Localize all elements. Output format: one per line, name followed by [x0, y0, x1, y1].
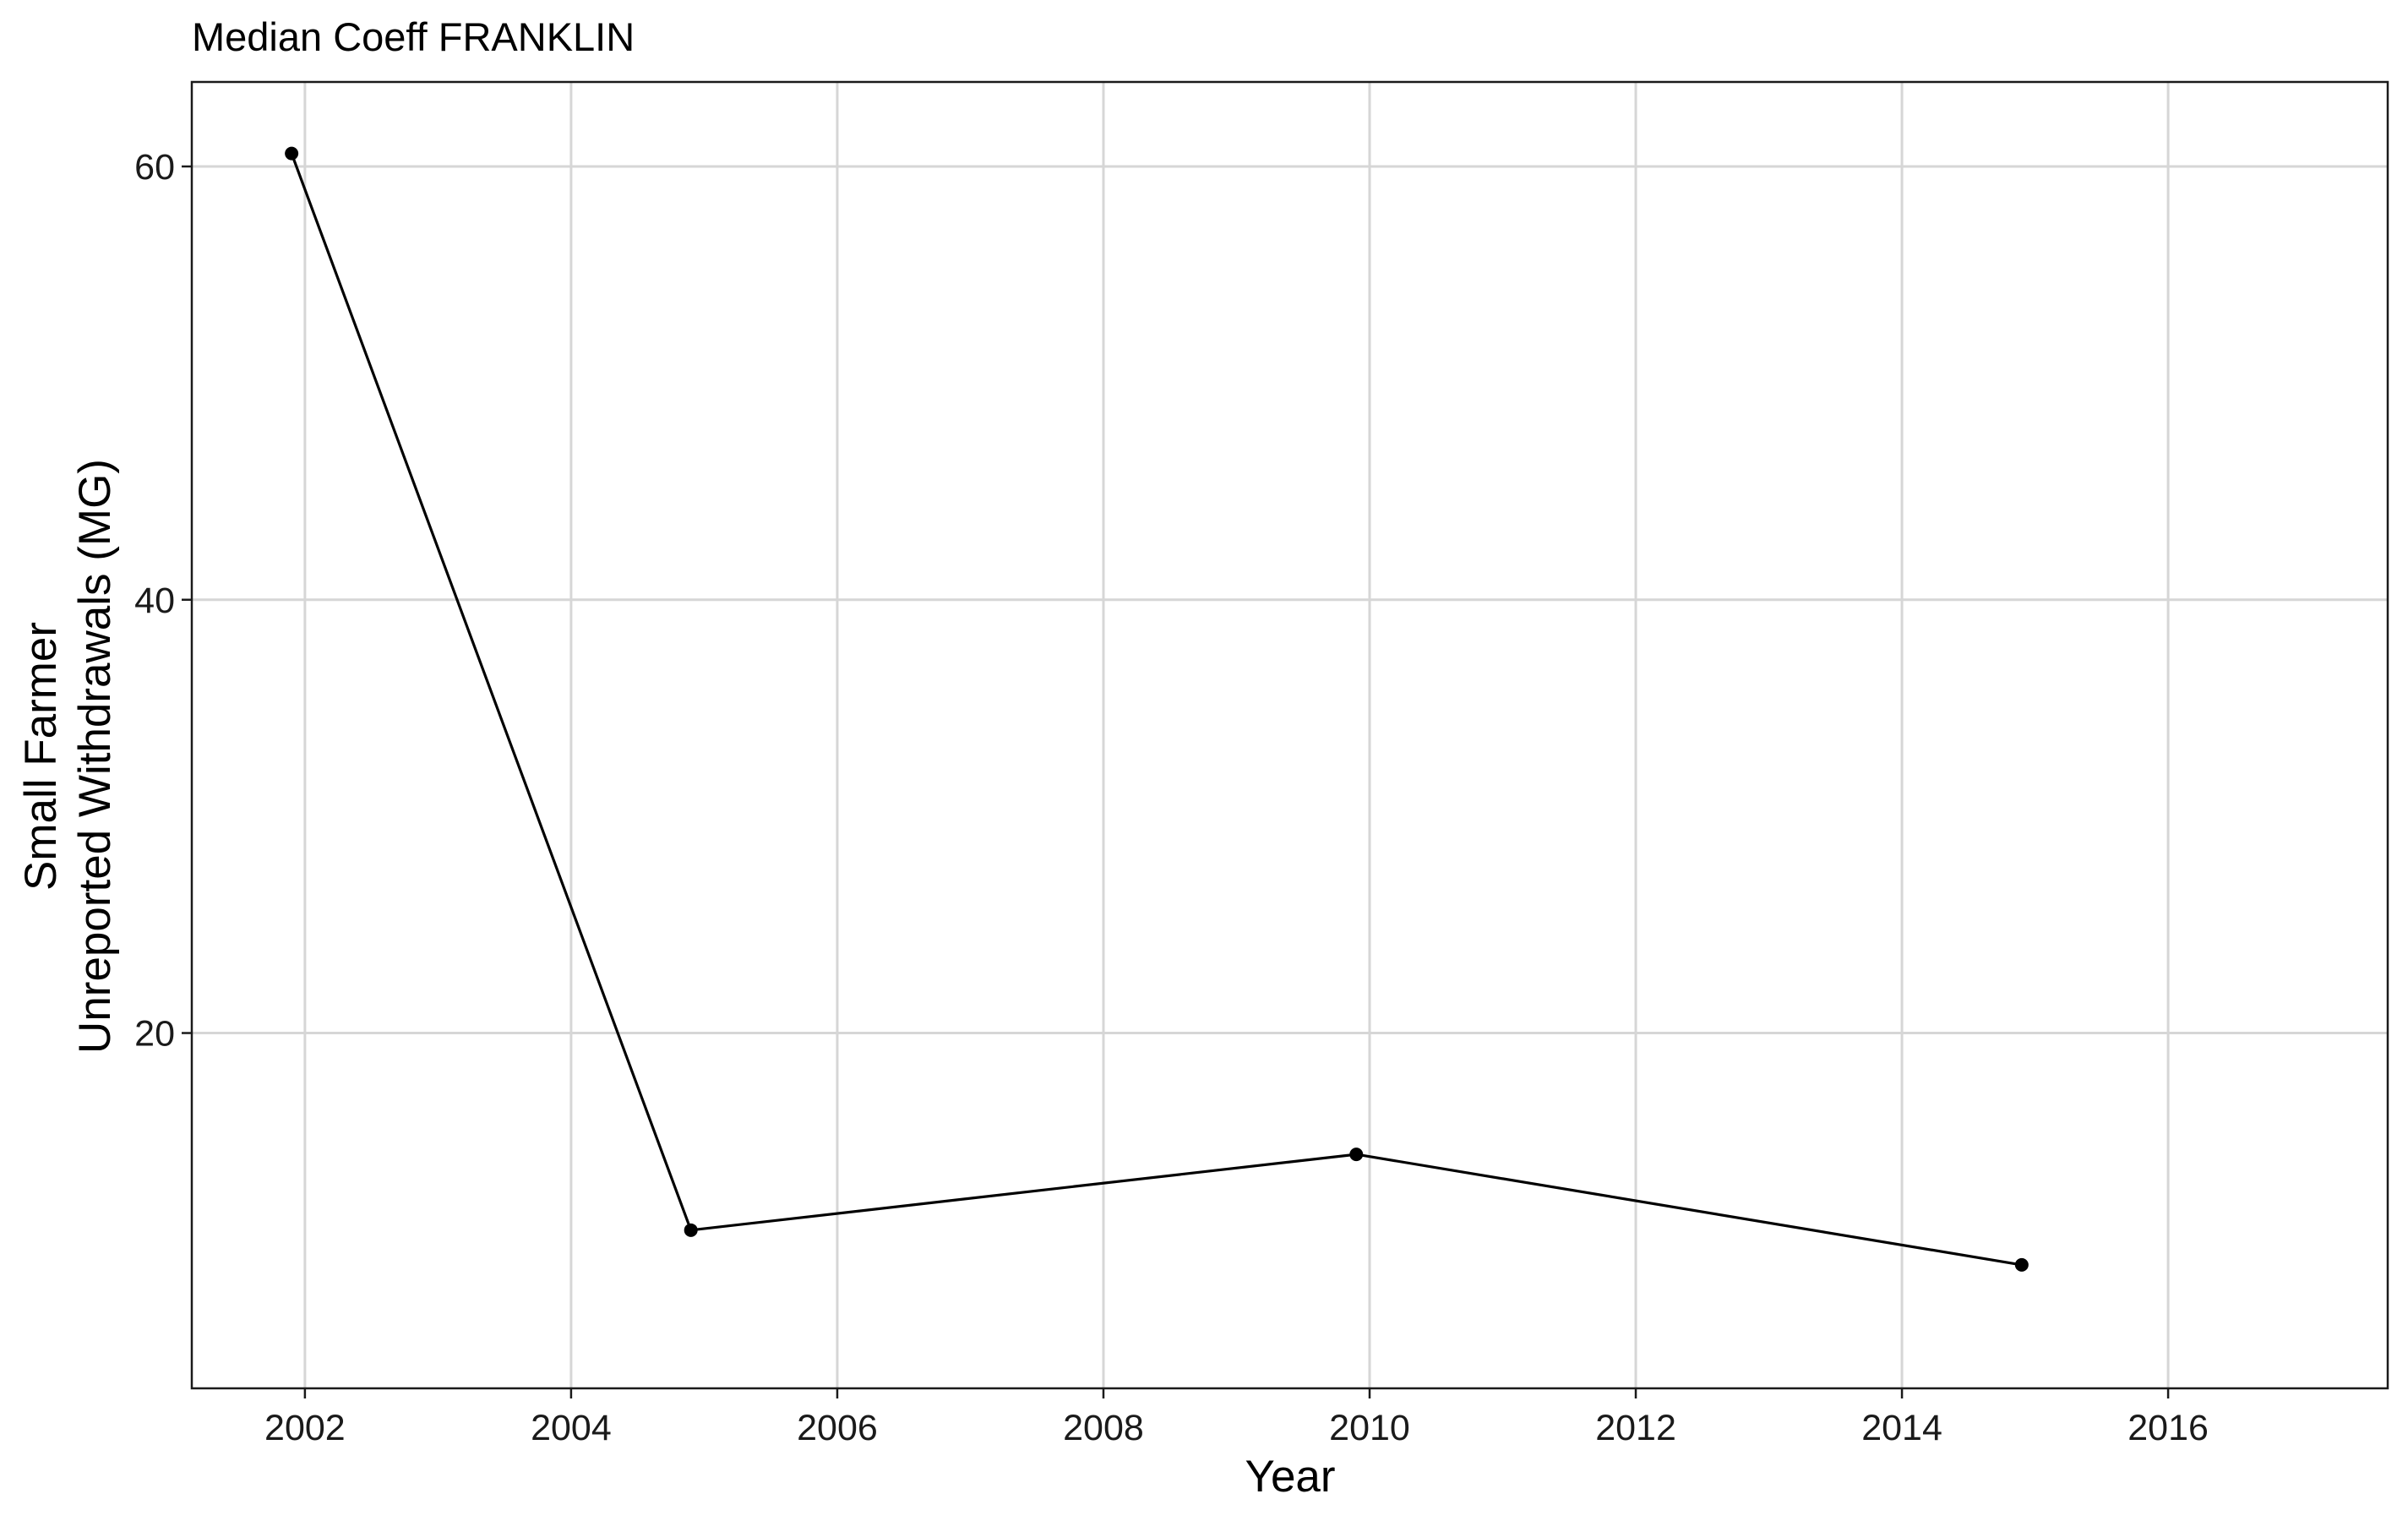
x-tick-label: 2010	[1329, 1408, 1410, 1448]
y-axis-title-line-1: Small Farmer	[16, 622, 66, 891]
axis-ticks: 2002 2004 2006 2008 2010 2012 2014 2016 20 40 60	[134, 147, 2209, 1448]
x-axis-title: Year	[1245, 1452, 1335, 1502]
x-tick-label: 2014	[1861, 1408, 1942, 1448]
grid-lines	[192, 82, 2388, 1388]
x-tick-label: 2012	[1595, 1408, 1676, 1448]
data-point	[285, 146, 299, 161]
chart-title: Median Coeff FRANKLIN	[192, 14, 635, 59]
y-tick-label: 40	[134, 581, 175, 621]
plot-panel-border	[190, 80, 2389, 1390]
y-tick-label: 60	[134, 147, 175, 188]
x-tick-label: 2002	[264, 1408, 346, 1448]
x-tick-label: 2004	[531, 1408, 612, 1448]
data-point	[1349, 1148, 1364, 1162]
x-tick-label: 2008	[1063, 1408, 1144, 1448]
series-line	[290, 153, 2023, 1267]
x-tick-label: 2006	[797, 1408, 878, 1448]
y-tick-label: 20	[134, 1014, 175, 1055]
y-axis-title-line-2: Unreported Withdrawals (MG)	[70, 459, 120, 1054]
data-point	[2014, 1257, 2029, 1272]
data-series	[285, 146, 2029, 1272]
data-point	[684, 1223, 698, 1237]
x-tick-label: 2016	[2127, 1408, 2209, 1448]
